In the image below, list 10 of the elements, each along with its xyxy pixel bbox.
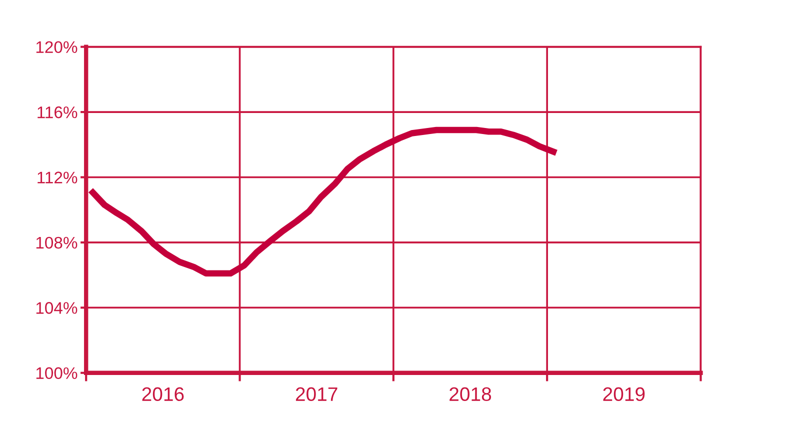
y-tick-label: 120%: [36, 41, 78, 54]
y-tick-label: 100%: [36, 367, 78, 380]
x-tick-label: 2019: [603, 387, 645, 402]
y-tick-label: 104%: [36, 302, 78, 314]
x-tick-label: 2017: [296, 387, 338, 402]
y-tick-label: 116%: [38, 106, 78, 118]
y-tick-label: 112%: [38, 172, 78, 184]
y-tick-label: 108%: [36, 236, 78, 249]
x-tick-label: 2016: [142, 387, 184, 402]
x-tick-label: 2018: [450, 387, 492, 402]
